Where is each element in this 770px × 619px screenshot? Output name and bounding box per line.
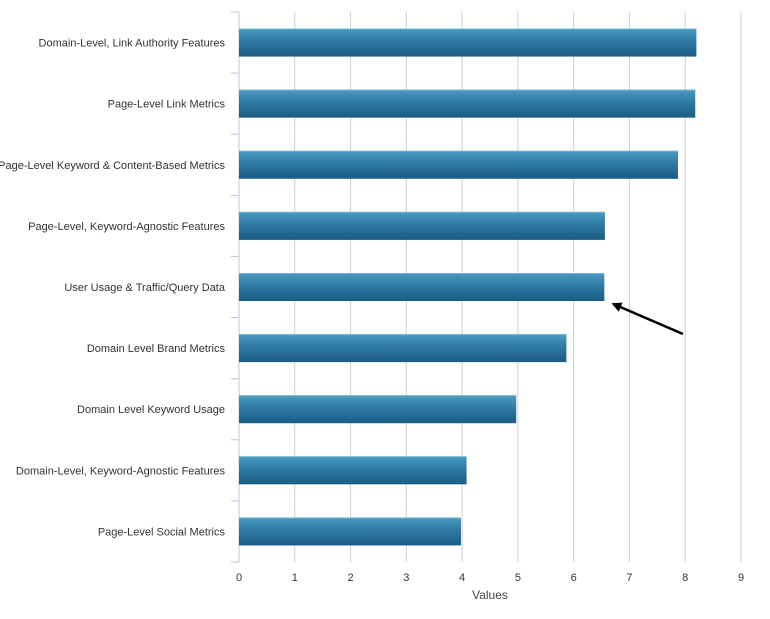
- bar: [239, 334, 567, 363]
- x-tick-label: 8: [682, 572, 688, 584]
- category-label: Page-Level, Keyword-Agnostic Features: [28, 221, 225, 233]
- category-label: Domain-Level, Link Authority Features: [39, 38, 226, 50]
- x-tick-label: 5: [515, 572, 521, 584]
- x-tick-label: 7: [626, 572, 632, 584]
- category-label: Page-Level Link Metrics: [108, 99, 226, 111]
- bar: [239, 150, 678, 179]
- category-label: Domain Level Brand Metrics: [87, 343, 226, 355]
- x-tick-label: 4: [459, 572, 465, 584]
- x-tick-label: 2: [347, 572, 353, 584]
- x-tick-label: 6: [571, 572, 577, 584]
- annotations: [611, 302, 684, 336]
- x-axis-title: Values: [472, 588, 508, 602]
- bar: [239, 395, 517, 424]
- bar: [239, 517, 461, 546]
- x-tick-label: 0: [236, 572, 242, 584]
- y-axis: [231, 11, 240, 563]
- annotation-arrow: [611, 302, 684, 336]
- x-tick-labels: 0 1 2 3 4 5 6 7 8 9: [236, 572, 744, 584]
- x-tick-label: 9: [738, 572, 744, 584]
- category-labels: Domain-Level, Link Authority Features Pag…: [0, 38, 226, 539]
- category-label: Domain Level Keyword Usage: [77, 404, 225, 416]
- category-label: Page-Level Keyword & Content-Based Metri…: [0, 160, 225, 172]
- bar: [239, 211, 605, 240]
- bar: [239, 273, 605, 301]
- bar: [239, 28, 697, 57]
- category-label: User Usage & Traffic/Query Data: [64, 282, 225, 294]
- x-tick-label: 1: [292, 572, 298, 584]
- category-label: Domain-Level, Keyword-Agnostic Features: [16, 465, 226, 477]
- bar: [239, 456, 467, 485]
- bars: [239, 28, 697, 546]
- category-label: Page-Level Social Metrics: [98, 526, 226, 538]
- bar: [239, 89, 696, 118]
- x-tick-label: 3: [403, 572, 409, 584]
